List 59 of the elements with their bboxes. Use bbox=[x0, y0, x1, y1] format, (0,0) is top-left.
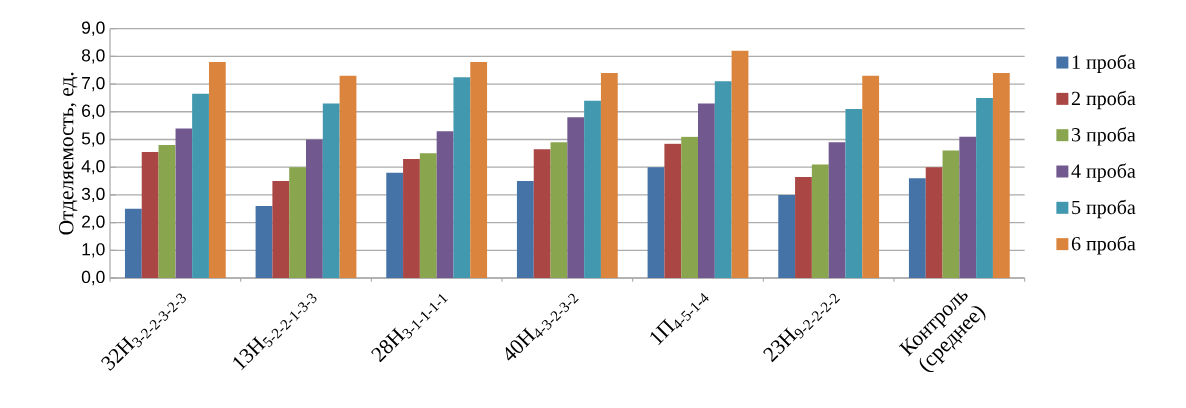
bar bbox=[403, 158, 420, 278]
legend-label: 2 проба bbox=[1071, 90, 1136, 110]
y-tick-label: 0,0 bbox=[81, 270, 105, 286]
bar bbox=[811, 164, 829, 278]
y-axis-title: Отделяемость, ед. bbox=[59, 72, 78, 235]
y-tick-label: 9,0 bbox=[82, 21, 105, 36]
bar bbox=[567, 117, 585, 278]
bar bbox=[698, 103, 715, 278]
y-tick-label: 4,0 bbox=[81, 160, 105, 175]
bar bbox=[664, 143, 682, 278]
bar bbox=[976, 97, 993, 278]
bar bbox=[778, 194, 796, 278]
bar bbox=[533, 149, 551, 278]
bar bbox=[600, 73, 618, 278]
bar bbox=[584, 100, 601, 278]
bar bbox=[255, 205, 273, 278]
bar bbox=[289, 167, 306, 278]
bar bbox=[124, 208, 142, 278]
y-tick-label: 5,0 bbox=[81, 132, 105, 147]
bar bbox=[175, 128, 193, 278]
bar bbox=[516, 181, 534, 278]
bar bbox=[550, 142, 568, 278]
y-tick-label: 1,0 bbox=[82, 243, 105, 258]
bar bbox=[453, 77, 471, 278]
bar bbox=[925, 167, 943, 278]
bar bbox=[419, 153, 437, 278]
bar bbox=[845, 109, 863, 278]
y-tick-label: 8,0 bbox=[81, 49, 105, 64]
y-tick-label: 3,0 bbox=[81, 187, 105, 203]
bar bbox=[862, 75, 880, 278]
bar bbox=[647, 167, 665, 278]
legend-label: 4 проба bbox=[1071, 163, 1136, 182]
bar bbox=[828, 142, 846, 278]
bar bbox=[208, 61, 226, 278]
bar bbox=[339, 75, 357, 278]
bar bbox=[942, 150, 960, 278]
bar bbox=[141, 151, 159, 278]
bar bbox=[470, 61, 488, 278]
bar bbox=[908, 178, 926, 278]
y-tick-label: 6,0 bbox=[82, 104, 105, 119]
legend-label: 3 проба bbox=[1072, 127, 1136, 146]
bar bbox=[158, 145, 176, 278]
bar bbox=[714, 81, 732, 278]
bar bbox=[681, 136, 698, 278]
bar bbox=[306, 139, 323, 278]
bar bbox=[192, 93, 209, 278]
bar bbox=[322, 103, 340, 278]
bar bbox=[436, 131, 454, 278]
legend-label: 5 проба bbox=[1072, 199, 1136, 219]
bar bbox=[386, 172, 404, 278]
y-tick-label: 7,0 bbox=[82, 76, 105, 92]
bar bbox=[992, 73, 1010, 278]
bar bbox=[272, 181, 290, 278]
bar bbox=[959, 136, 977, 278]
legend-label: 6 проба bbox=[1071, 235, 1136, 255]
bar bbox=[731, 50, 749, 278]
legend-label: 1 проба bbox=[1072, 54, 1136, 73]
bar bbox=[795, 176, 812, 278]
y-tick-label: 2,0 bbox=[82, 215, 105, 230]
